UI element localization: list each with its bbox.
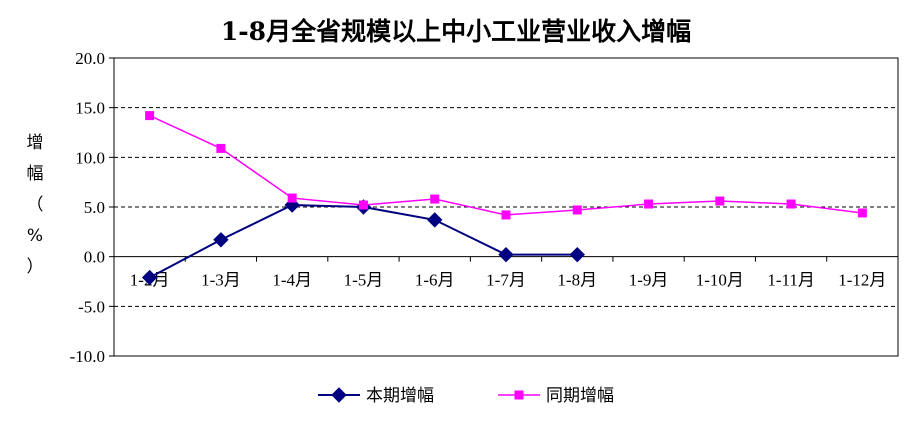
data-point bbox=[786, 199, 796, 209]
y-tick-labels: 20.0 15.0 10.0 5.0 0.0 -5.0 -10.0 bbox=[70, 49, 114, 366]
data-point bbox=[213, 232, 229, 248]
x-tick-label: 1-10月 bbox=[696, 271, 744, 290]
data-series bbox=[141, 111, 867, 286]
y-tick-label: 20.0 bbox=[75, 49, 105, 68]
chart-title: 1-8月全省规模以上中小工业营业收入增幅 bbox=[220, 17, 692, 46]
data-point bbox=[501, 210, 511, 220]
data-point bbox=[216, 143, 226, 153]
y-axis-label-char: ） bbox=[26, 257, 44, 277]
x-tick-labels: 1-2月1-3月1-4月1-5月1-6月1-7月1-8月1-9月1-10月1-1… bbox=[130, 271, 887, 290]
data-point bbox=[569, 246, 585, 263]
x-tick-label: 1-11月 bbox=[767, 271, 815, 290]
y-axis-label-char: 幅 bbox=[26, 164, 44, 184]
y-tick-label: 15.0 bbox=[75, 99, 105, 118]
data-point bbox=[331, 387, 347, 403]
x-tick-label: 1-12月 bbox=[838, 271, 886, 290]
data-point bbox=[358, 200, 368, 210]
data-point bbox=[427, 212, 443, 228]
data-point bbox=[287, 193, 297, 203]
x-tick-label: 1-6月 bbox=[415, 271, 455, 290]
y-axis-label: 增 幅 （ % ） bbox=[24, 128, 46, 283]
data-point bbox=[141, 269, 158, 286]
x-tick-label: 1-7月 bbox=[486, 271, 526, 290]
data-point bbox=[498, 246, 514, 263]
data-point bbox=[572, 205, 582, 215]
series-line bbox=[149, 204, 578, 279]
x-tick-label: 1-4月 bbox=[272, 271, 312, 290]
legend-label: 本期增幅 bbox=[366, 386, 434, 406]
data-point bbox=[145, 111, 155, 121]
legend-label: 同期增幅 bbox=[546, 386, 614, 406]
y-tick-label: 0.0 bbox=[84, 248, 105, 267]
x-tick-label: 1-9月 bbox=[629, 271, 669, 290]
data-point bbox=[644, 199, 654, 209]
data-point bbox=[514, 390, 524, 400]
series-prior bbox=[145, 111, 867, 220]
x-tick-label: 1-8月 bbox=[557, 271, 597, 290]
x-tick-label: 1-3月 bbox=[201, 271, 241, 290]
y-tick-label: 5.0 bbox=[84, 198, 105, 217]
series-line bbox=[149, 114, 863, 216]
y-tick-label: 10.0 bbox=[75, 148, 105, 167]
y-tick-label: -10.0 bbox=[70, 347, 105, 366]
legend: 本期增幅 同期增幅 bbox=[318, 386, 614, 406]
y-axis-label-char: 增 bbox=[26, 133, 44, 153]
gridlines bbox=[114, 107, 898, 307]
y-axis-label-char: % bbox=[26, 226, 44, 246]
y-axis-label-char: （ bbox=[26, 195, 44, 215]
y-tick-label: -5.0 bbox=[78, 297, 105, 316]
x-tick-label: 1-5月 bbox=[344, 271, 384, 290]
data-point bbox=[715, 196, 725, 206]
data-point bbox=[430, 194, 440, 204]
data-point bbox=[857, 208, 867, 218]
